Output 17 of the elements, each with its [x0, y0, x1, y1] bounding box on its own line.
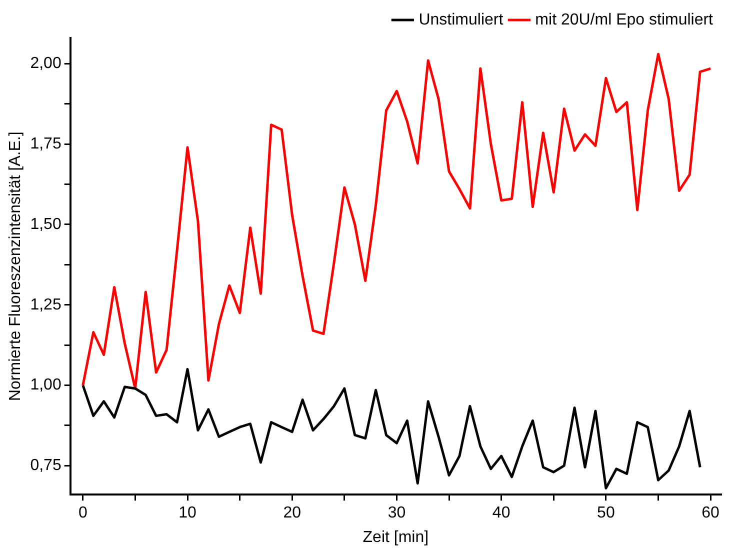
legend-label: Unstimuliert: [418, 11, 504, 28]
y-tick-label: 2,00: [30, 55, 62, 72]
y-tick-label: 1,75: [30, 136, 62, 153]
y-axis-title: Normierte Fluoreszenzintensität [A.E.]: [7, 132, 24, 402]
legend-label: mit 20U/ml Epo stimuliert: [535, 11, 714, 28]
x-tick-label: 40: [492, 504, 510, 522]
y-tick-label: 1,25: [30, 296, 62, 314]
x-tick-label: 20: [283, 504, 302, 522]
x-axis-title: Zeit [min]: [362, 528, 429, 546]
x-tick-label: 30: [388, 504, 406, 522]
x-tick-label: 10: [178, 504, 196, 522]
y-tick-label: 0,75: [30, 457, 62, 474]
y-tick-label: 1,50: [30, 216, 62, 233]
x-tick-label: 50: [597, 504, 615, 522]
x-tick-label: 0: [78, 504, 88, 522]
x-tick-label: 60: [702, 504, 720, 522]
y-tick-label: 1,00: [30, 376, 62, 394]
